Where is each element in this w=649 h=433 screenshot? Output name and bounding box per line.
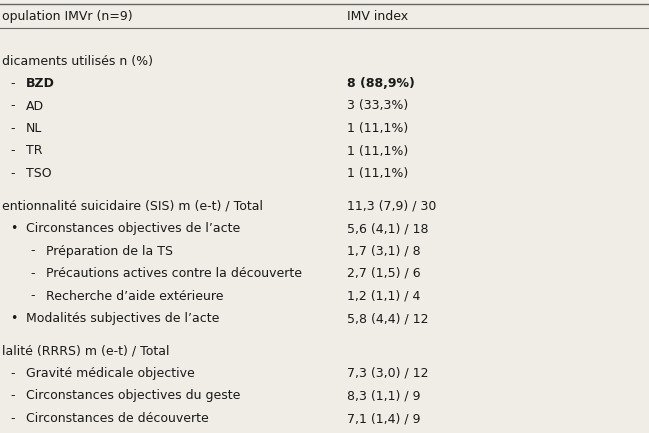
Text: -: - (30, 245, 34, 258)
Text: 7,1 (1,4) / 9: 7,1 (1,4) / 9 (347, 412, 421, 425)
Text: TSO: TSO (26, 167, 52, 180)
Text: -: - (30, 290, 34, 303)
Text: Circonstances objectives de l’acte: Circonstances objectives de l’acte (26, 222, 240, 235)
Text: dicaments utilisés n (%): dicaments utilisés n (%) (2, 55, 153, 68)
Text: Préparation de la TS: Préparation de la TS (46, 245, 173, 258)
Text: -: - (10, 77, 14, 90)
Text: 1 (11,1%): 1 (11,1%) (347, 145, 408, 158)
Text: -: - (10, 390, 14, 403)
Text: 11,3 (7,9) / 30: 11,3 (7,9) / 30 (347, 200, 437, 213)
Text: 1 (11,1%): 1 (11,1%) (347, 122, 408, 135)
Text: 5,6 (4,1) / 18: 5,6 (4,1) / 18 (347, 222, 429, 235)
Text: AD: AD (26, 100, 44, 113)
Text: lalité (RRRS) m (e-t) / Total: lalité (RRRS) m (e-t) / Total (2, 345, 169, 358)
Text: -: - (10, 367, 14, 380)
Text: Circonstances objectives du geste: Circonstances objectives du geste (26, 390, 240, 403)
Text: Précautions actives contre la découverte: Précautions actives contre la découverte (46, 267, 302, 280)
Text: Recherche d’aide extérieure: Recherche d’aide extérieure (46, 290, 223, 303)
Text: 8 (88,9%): 8 (88,9%) (347, 77, 415, 90)
Text: -: - (10, 412, 14, 425)
Text: 8,3 (1,1) / 9: 8,3 (1,1) / 9 (347, 390, 421, 403)
Text: entionnalité suicidaire (SIS) m (e-t) / Total: entionnalité suicidaire (SIS) m (e-t) / … (2, 200, 263, 213)
Text: BZD: BZD (26, 77, 55, 90)
Text: NL: NL (26, 122, 42, 135)
Text: 7,3 (3,0) / 12: 7,3 (3,0) / 12 (347, 367, 429, 380)
Text: Modalités subjectives de l’acte: Modalités subjectives de l’acte (26, 312, 219, 325)
Text: 3 (33,3%): 3 (33,3%) (347, 100, 408, 113)
Text: •: • (10, 222, 18, 235)
Text: 1,2 (1,1) / 4: 1,2 (1,1) / 4 (347, 290, 421, 303)
Text: -: - (10, 167, 14, 180)
Text: 1 (11,1%): 1 (11,1%) (347, 167, 408, 180)
Text: •: • (10, 312, 18, 325)
Text: -: - (10, 122, 14, 135)
Text: IMV index: IMV index (347, 10, 408, 23)
Text: opulation IMVr (n=9): opulation IMVr (n=9) (2, 10, 132, 23)
Text: 1,7 (3,1) / 8: 1,7 (3,1) / 8 (347, 245, 421, 258)
Text: Gravité médicale objective: Gravité médicale objective (26, 367, 195, 380)
Text: 5,8 (4,4) / 12: 5,8 (4,4) / 12 (347, 312, 429, 325)
Text: -: - (30, 267, 34, 280)
Text: TR: TR (26, 145, 42, 158)
Text: -: - (10, 145, 14, 158)
Text: Circonstances de découverte: Circonstances de découverte (26, 412, 209, 425)
Text: -: - (10, 100, 14, 113)
Text: 2,7 (1,5) / 6: 2,7 (1,5) / 6 (347, 267, 421, 280)
